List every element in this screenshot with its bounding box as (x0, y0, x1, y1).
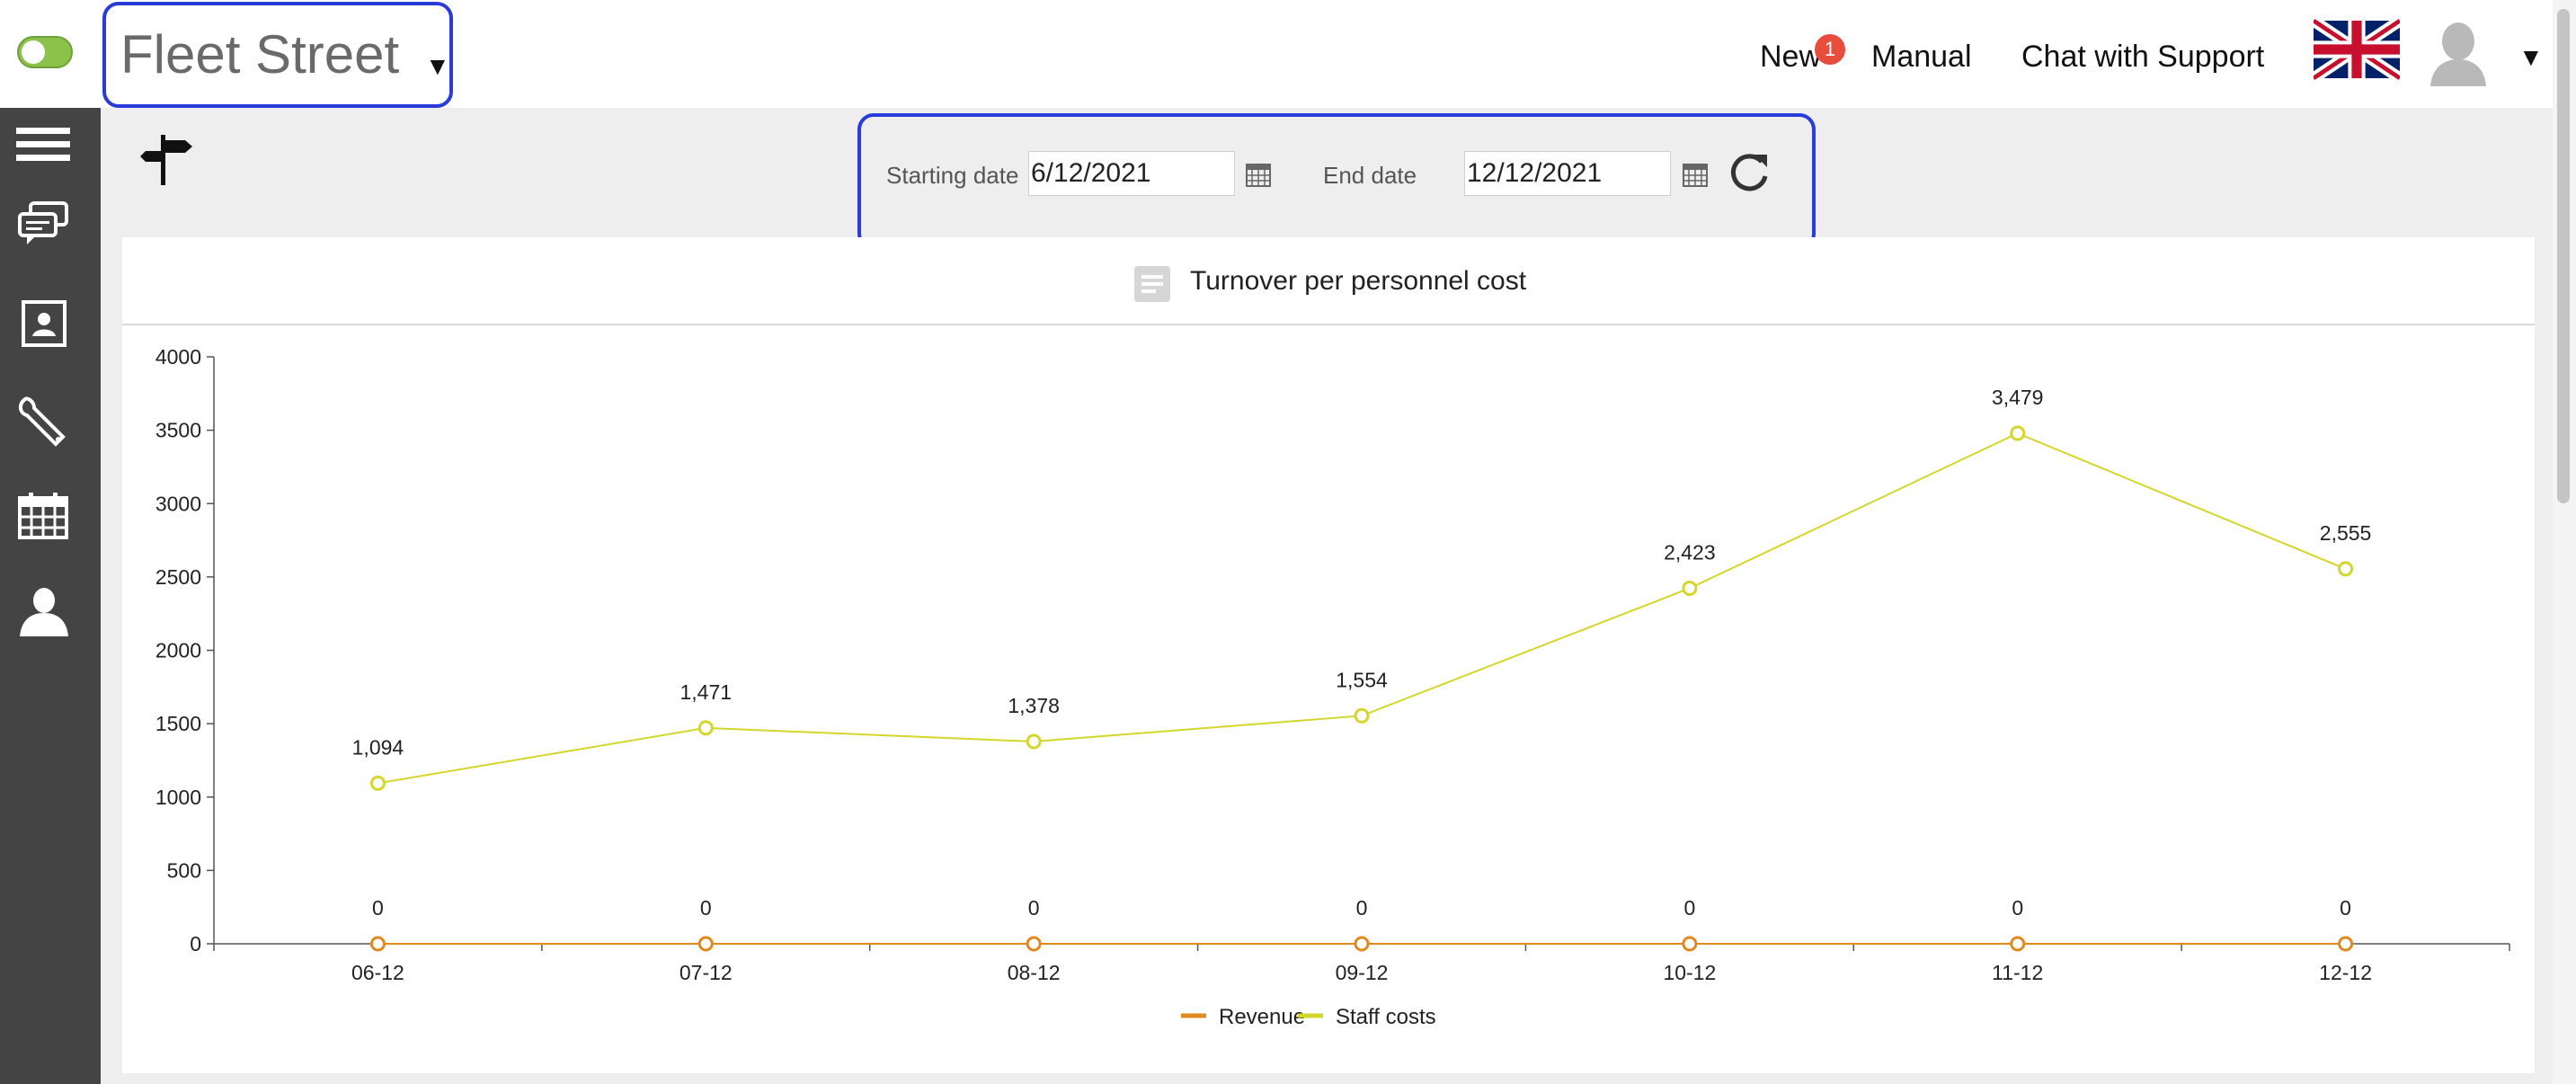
data-point (697, 936, 714, 952)
x-tick-label: 08-12 (1008, 961, 1061, 984)
y-tick-label: 3000 (155, 492, 201, 515)
y-tick-label: 2500 (155, 565, 201, 589)
date-filter: Starting date End date (857, 113, 1816, 250)
signpost-icon[interactable] (138, 133, 201, 187)
y-tick-label: 1500 (155, 712, 201, 735)
data-point (2010, 936, 2026, 952)
legend-label: Revenue (1219, 1005, 1305, 1029)
wrench-icon[interactable] (14, 394, 77, 448)
chat-icon[interactable] (14, 198, 77, 252)
start-calendar-icon[interactable] (1244, 160, 1273, 189)
y-tick-label: 0 (190, 932, 201, 955)
data-point (369, 936, 386, 952)
start-date-input[interactable] (1028, 151, 1235, 196)
data-point (697, 720, 714, 736)
y-tick-label: 3500 (155, 419, 201, 442)
data-label: 1,554 (1336, 668, 1388, 691)
x-tick-label: 10-12 (1663, 961, 1716, 984)
x-tick-label: 06-12 (351, 961, 404, 984)
data-point (369, 775, 386, 791)
toggle-knob (22, 40, 45, 64)
refresh-icon[interactable] (1726, 149, 1772, 196)
x-tick-label: 09-12 (1336, 961, 1389, 984)
data-point (2338, 561, 2354, 577)
y-tick-label: 500 (167, 858, 201, 882)
scrollbar-thumb[interactable] (2557, 9, 2570, 503)
uk-flag-icon[interactable] (2314, 18, 2400, 81)
user-icon[interactable] (14, 584, 77, 638)
y-tick-label: 4000 (155, 345, 201, 369)
document-icon[interactable] (1133, 264, 1172, 304)
x-tick-label: 12-12 (2319, 961, 2372, 984)
chevron-down-icon: ▼ (425, 52, 450, 80)
news-link[interactable]: New (1760, 40, 1822, 74)
end-date-input[interactable] (1464, 151, 1671, 196)
mode-toggle[interactable] (17, 36, 73, 68)
data-label: 0 (2012, 896, 2023, 920)
manual-link[interactable]: Manual (1871, 40, 1972, 74)
data-label: 1,094 (352, 735, 404, 759)
data-label: 0 (1028, 896, 1040, 920)
start-date-label: Starting date (886, 162, 1019, 189)
x-tick-label: 07-12 (680, 961, 733, 984)
chart-title: Turnover per personnel cost (1190, 266, 1527, 296)
top-bar: Fleet Street ▼ New 1 Manual Chat with Su… (0, 0, 2576, 108)
data-label: 1,471 (680, 680, 733, 704)
end-calendar-icon[interactable] (1681, 160, 1710, 189)
data-point (1682, 580, 1698, 596)
location-name: Fleet Street (120, 24, 400, 84)
end-date-label: End date (1323, 162, 1417, 189)
y-tick-label: 1000 (155, 786, 201, 809)
sidebar (0, 108, 101, 1084)
series-line-2 (378, 431, 2346, 785)
id-card-icon[interactable] (14, 297, 77, 351)
x-tick-label: 11-12 (1992, 961, 2043, 984)
data-label: 1,378 (1008, 694, 1060, 717)
chat-support-link[interactable]: Chat with Support (2021, 40, 2265, 74)
location-selector[interactable]: Fleet Street ▼ (102, 2, 453, 108)
data-point (1026, 936, 1042, 952)
data-label: 3,479 (1992, 386, 2044, 409)
user-avatar-icon[interactable] (2429, 18, 2488, 86)
data-label: 0 (2340, 896, 2351, 920)
page-scrollbar[interactable] (2553, 0, 2576, 1084)
calendar-icon[interactable] (14, 489, 77, 543)
data-label: 2,555 (2320, 521, 2372, 545)
data-label: 0 (700, 896, 712, 920)
chart-panel: Turnover per personnel cost 0 500 1000 1500… (122, 237, 2535, 1073)
data-point (1682, 936, 1698, 952)
menu-icon[interactable] (14, 117, 77, 171)
data-label: 0 (1356, 896, 1368, 920)
y-tick-label: 2000 (155, 639, 201, 662)
news-count-badge: 1 (1815, 34, 1845, 65)
user-menu-chevron-icon[interactable]: ▼ (2518, 43, 2544, 71)
data-point (1026, 733, 1042, 750)
data-point (1354, 936, 1370, 952)
line-chart: 0 500 1000 1500 2000 2500 3000 3500 4000 06-12 07-… (155, 345, 2510, 1029)
data-label: 0 (372, 896, 384, 920)
data-point (2010, 425, 2026, 441)
legend-label: Staff costs (1336, 1005, 1436, 1029)
chart-panel-header: Turnover per personnel cost (122, 237, 2535, 325)
data-point (1354, 707, 1370, 724)
data-point (2338, 936, 2354, 952)
data-label: 0 (1683, 896, 1695, 920)
data-label: 2,423 (1664, 540, 1716, 564)
